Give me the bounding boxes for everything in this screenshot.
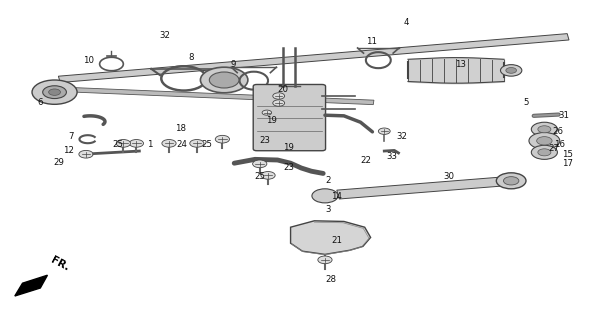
Text: FR.: FR.	[49, 255, 71, 273]
Text: 25: 25	[201, 140, 212, 149]
Circle shape	[273, 93, 285, 99]
Circle shape	[162, 140, 176, 147]
Circle shape	[538, 149, 551, 156]
Text: 16: 16	[554, 140, 566, 149]
Circle shape	[531, 122, 557, 136]
Polygon shape	[58, 34, 569, 83]
Circle shape	[79, 150, 93, 158]
Polygon shape	[68, 87, 374, 105]
Text: 2: 2	[325, 176, 330, 185]
Text: 15: 15	[562, 150, 573, 159]
Circle shape	[496, 173, 526, 189]
Text: 19: 19	[283, 143, 294, 152]
Circle shape	[261, 172, 275, 179]
Text: 30: 30	[444, 172, 455, 180]
Text: 21: 21	[331, 236, 342, 245]
Text: 6: 6	[37, 98, 43, 107]
Circle shape	[531, 145, 557, 159]
Text: 17: 17	[562, 159, 573, 168]
Circle shape	[318, 256, 332, 264]
Circle shape	[262, 110, 272, 115]
Polygon shape	[291, 221, 371, 254]
Text: 24: 24	[177, 140, 188, 149]
FancyBboxPatch shape	[253, 84, 326, 151]
Text: 13: 13	[455, 60, 467, 68]
Circle shape	[129, 140, 144, 147]
Text: 25: 25	[254, 172, 266, 181]
Text: 26: 26	[553, 127, 564, 136]
Text: 8: 8	[189, 53, 194, 62]
Text: 7: 7	[69, 132, 74, 141]
Circle shape	[200, 67, 248, 93]
Text: 29: 29	[53, 158, 64, 167]
Text: 23: 23	[283, 163, 295, 172]
Circle shape	[378, 128, 390, 134]
Text: 27: 27	[549, 144, 560, 153]
Circle shape	[500, 65, 522, 76]
Text: 5: 5	[523, 98, 528, 107]
Text: 10: 10	[82, 56, 94, 65]
Circle shape	[253, 160, 267, 168]
Circle shape	[537, 137, 552, 145]
Text: 23: 23	[260, 136, 271, 145]
Circle shape	[215, 135, 229, 143]
Text: 32: 32	[396, 132, 407, 141]
Text: 33: 33	[387, 152, 398, 161]
Text: 11: 11	[366, 37, 378, 46]
Circle shape	[273, 100, 285, 106]
Circle shape	[32, 80, 77, 104]
Text: 9: 9	[230, 60, 235, 68]
Circle shape	[529, 132, 560, 149]
Circle shape	[49, 89, 60, 95]
Text: 3: 3	[325, 205, 330, 214]
Polygon shape	[337, 176, 512, 199]
Text: 18: 18	[175, 124, 186, 133]
Circle shape	[209, 72, 239, 88]
Text: 19: 19	[266, 116, 276, 124]
Circle shape	[190, 140, 204, 147]
Text: 4: 4	[403, 18, 409, 27]
Circle shape	[312, 189, 338, 203]
Text: 22: 22	[361, 156, 372, 164]
Text: 12: 12	[63, 146, 74, 155]
Circle shape	[503, 177, 519, 185]
Circle shape	[506, 68, 517, 73]
Text: 20: 20	[278, 85, 289, 94]
Text: 32: 32	[159, 31, 170, 40]
Text: 31: 31	[559, 111, 570, 120]
Polygon shape	[15, 275, 47, 296]
Text: 25: 25	[112, 140, 123, 149]
Text: 28: 28	[325, 275, 336, 284]
Circle shape	[538, 126, 551, 133]
Text: 14: 14	[331, 192, 342, 201]
Circle shape	[43, 86, 66, 99]
Text: 1: 1	[147, 140, 152, 149]
Circle shape	[116, 140, 130, 147]
